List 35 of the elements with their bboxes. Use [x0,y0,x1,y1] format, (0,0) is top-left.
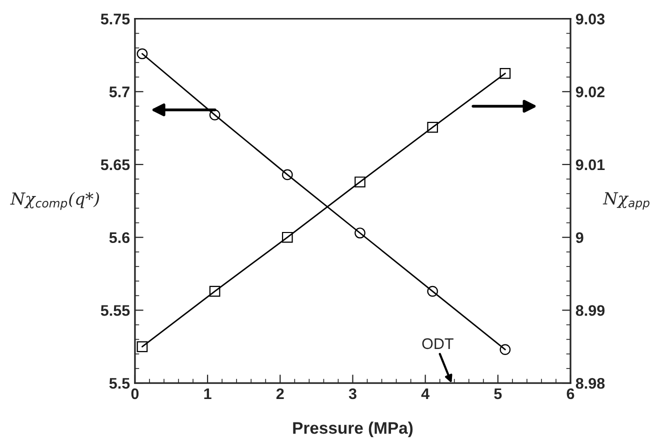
point [136,341,148,352]
y2-tick-label: 8.98 [576,378,605,389]
annotation: ODT [422,338,454,350]
y-tick-label: 5.55 [100,305,130,316]
x-tick-label: 4 [421,388,430,400]
y-tick-label: 5.6 [109,232,130,244]
point [354,228,366,238]
x-tick-label: 1 [204,388,212,400]
y-tick-label: 5.5 [109,378,130,389]
x-tick-label: 0 [131,388,139,400]
y2-axis-title: Nχ$_{app}$ [602,192,650,210]
point [282,232,293,243]
y-tick-label: 5.75 [100,14,130,24]
point [209,110,220,120]
y-tick-label: 5.65 [100,159,130,170]
x-tick-label: 6 [566,388,574,400]
point [500,68,511,79]
x-tick-label: 5 [494,388,502,400]
y-axis-title: Nχ$_{comp}$(q*) [10,192,100,210]
y-tick-label: 5.7 [109,86,130,98]
point [136,48,148,60]
point [427,286,438,297]
y2-tick-label: 9.03 [576,14,605,24]
point [354,176,366,188]
point [500,344,511,355]
y2-tick-label: 9 [576,232,584,244]
x-axis-title: Pressure (MPa) [293,422,413,438]
point [282,169,293,180]
x-tick-label: 3 [348,388,356,400]
y2-tick-label: 8.99 [576,305,605,316]
y2-tick-label: 9.01 [576,159,605,170]
x-tick-label: 2 [276,388,284,400]
y2-tick-label: 9.02 [576,86,604,98]
point [427,122,438,133]
point [209,286,220,297]
